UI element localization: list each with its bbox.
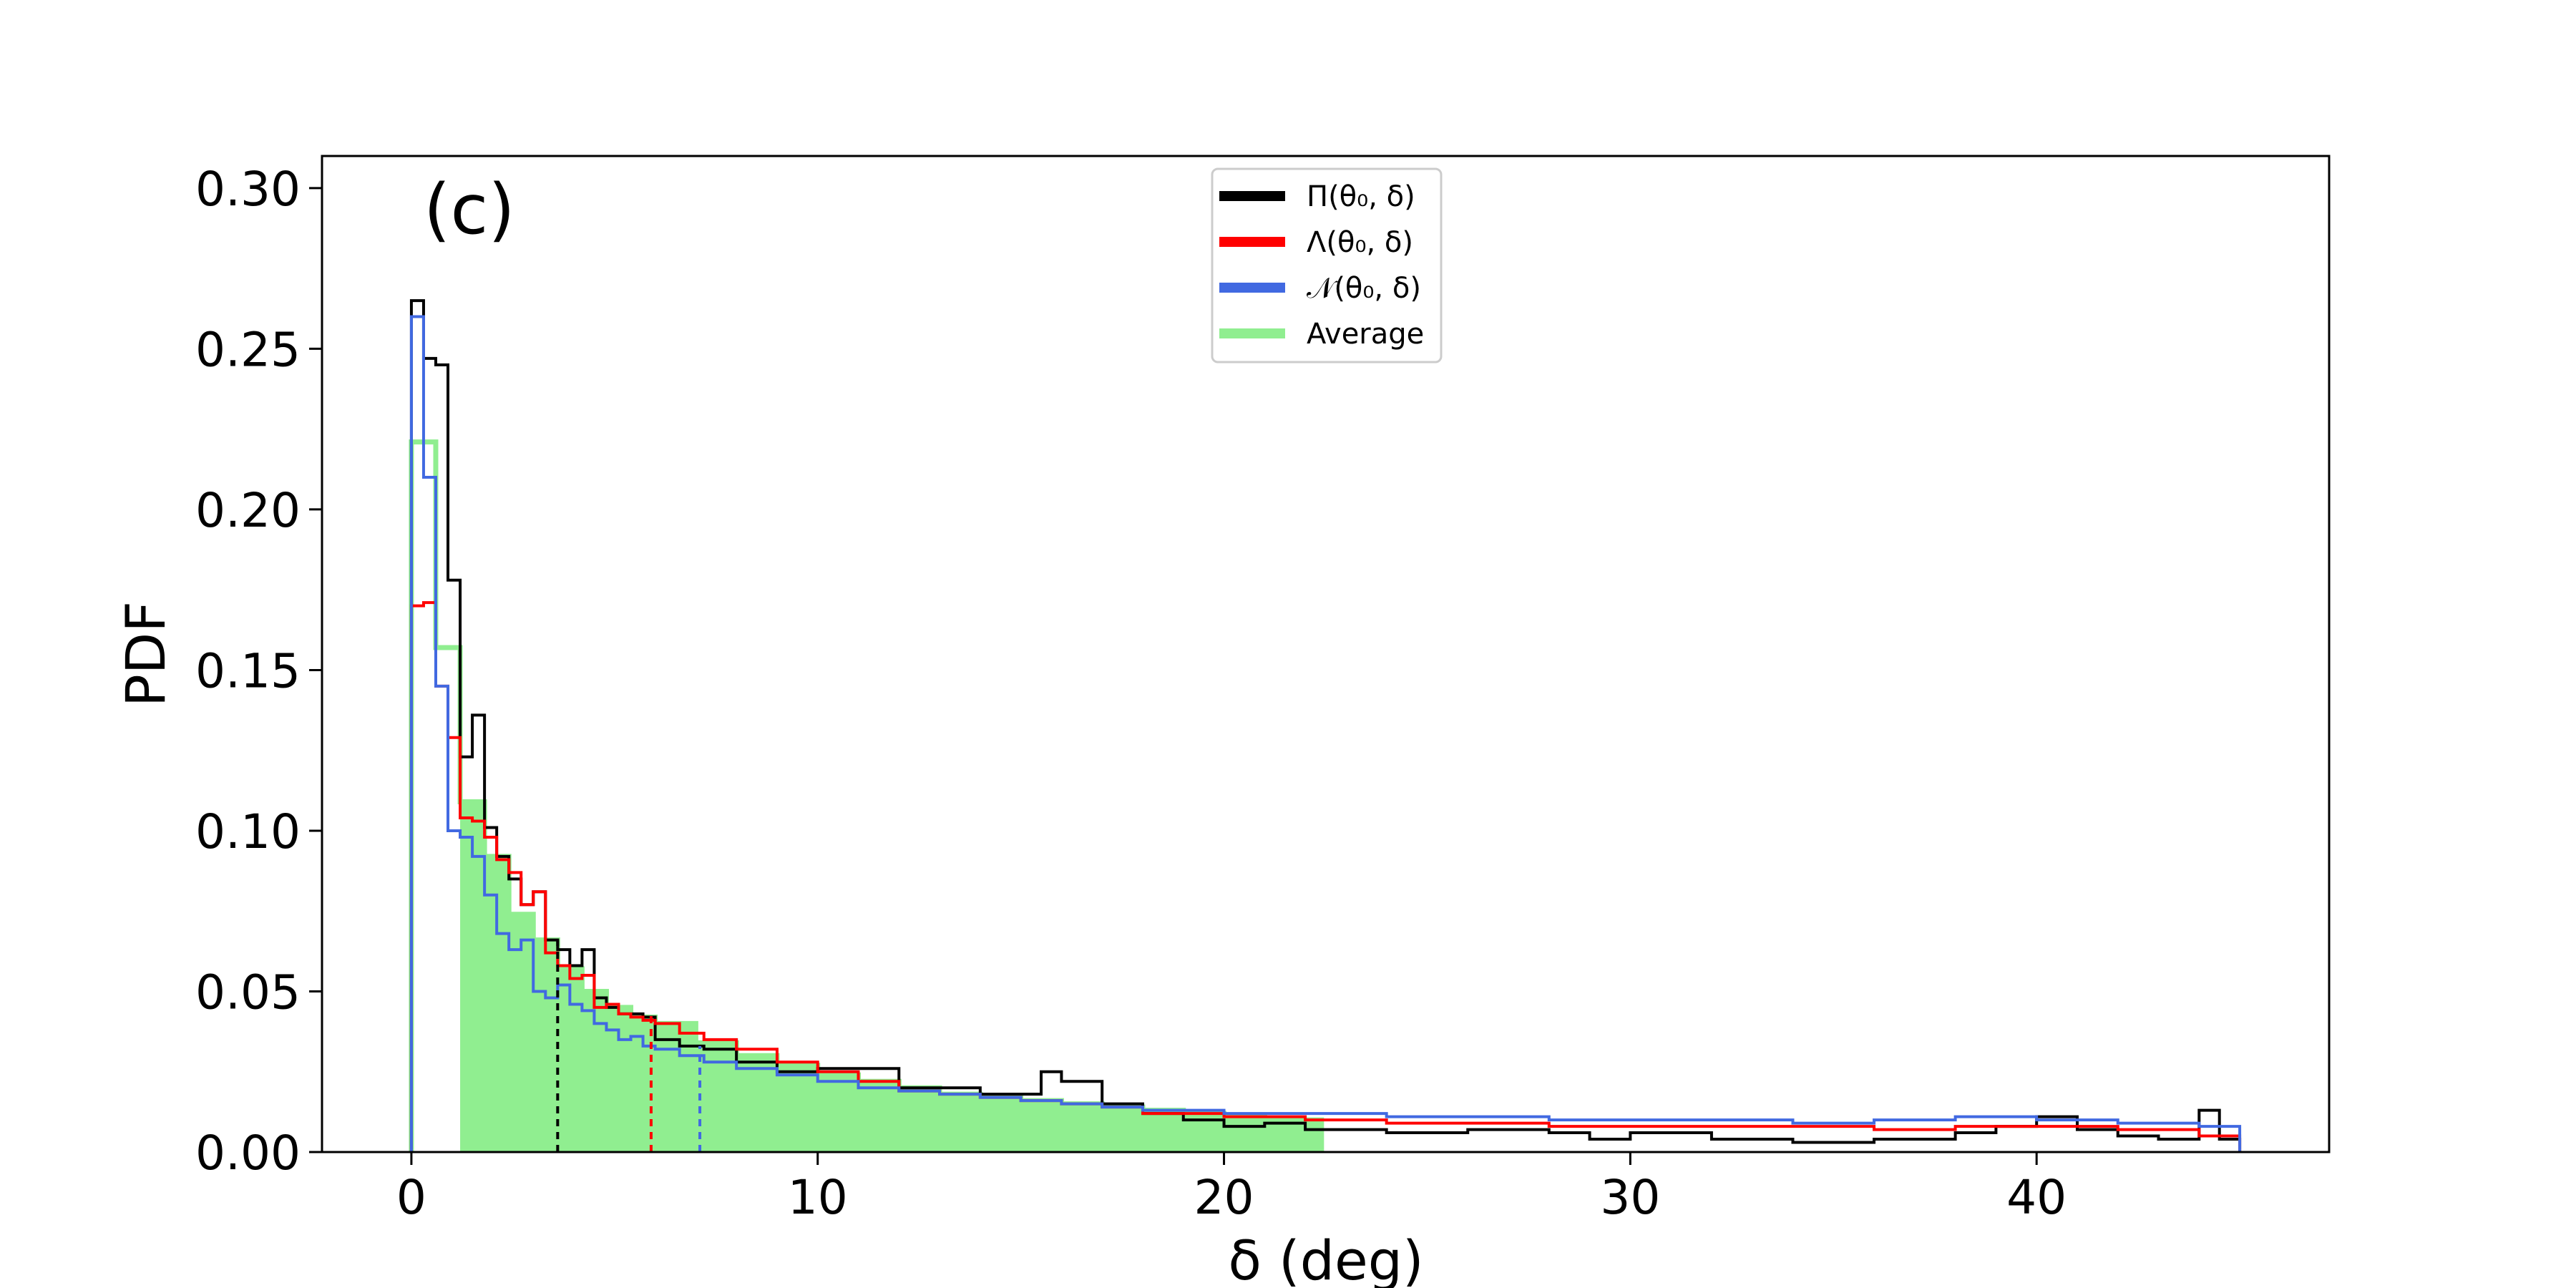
n-series-line bbox=[409, 315, 2242, 1152]
y-tick-label: 0.00 bbox=[195, 1126, 301, 1181]
y-tick-label: 0.25 bbox=[195, 322, 301, 377]
x-tick-label: 20 bbox=[1194, 1170, 1254, 1225]
legend-box bbox=[1211, 167, 1443, 364]
y-axis-label: PDF bbox=[114, 601, 177, 707]
plot-area bbox=[409, 299, 2242, 1152]
x-axis-ticks: 0 10 20 30 40 bbox=[396, 1152, 2067, 1225]
legend-items: Π(θ₀, δ) Λ(θ₀, δ) 𝒩(θ₀, δ) Average bbox=[1219, 180, 1424, 351]
legend-label: Λ(θ₀, δ) bbox=[1307, 226, 1413, 259]
markers-layer bbox=[556, 940, 702, 1152]
x-tick-label: 0 bbox=[396, 1170, 426, 1225]
average-fill-area bbox=[460, 801, 1322, 1152]
lambda-series-line bbox=[409, 601, 2242, 1152]
y-tick-label: 0.05 bbox=[195, 965, 301, 1020]
x-tick-label: 30 bbox=[1600, 1170, 1660, 1225]
legend: Π(θ₀, δ) Λ(θ₀, δ) 𝒩(θ₀, δ) Average bbox=[1211, 167, 1443, 364]
panel-label: (c) bbox=[424, 170, 515, 250]
y-tick-label: 0.30 bbox=[195, 162, 301, 217]
x-tick-label: 10 bbox=[788, 1170, 848, 1225]
x-tick-label: 40 bbox=[2006, 1170, 2067, 1225]
y-tick-label: 0.10 bbox=[195, 804, 301, 859]
legend-label: Π(θ₀, δ) bbox=[1307, 180, 1415, 213]
series-layer bbox=[409, 299, 2242, 1152]
y-tick-label: 0.15 bbox=[195, 643, 301, 698]
y-tick-label: 0.20 bbox=[195, 483, 301, 538]
legend-label: 𝒩(θ₀, δ) bbox=[1307, 272, 1421, 305]
plot-frame bbox=[321, 155, 2331, 1153]
legend-label: Average bbox=[1307, 318, 1424, 351]
x-axis-label: δ (deg) bbox=[1228, 1229, 1423, 1288]
y-axis-ticks: 0.00 0.05 0.10 0.15 0.20 0.25 0.30 bbox=[195, 162, 322, 1181]
